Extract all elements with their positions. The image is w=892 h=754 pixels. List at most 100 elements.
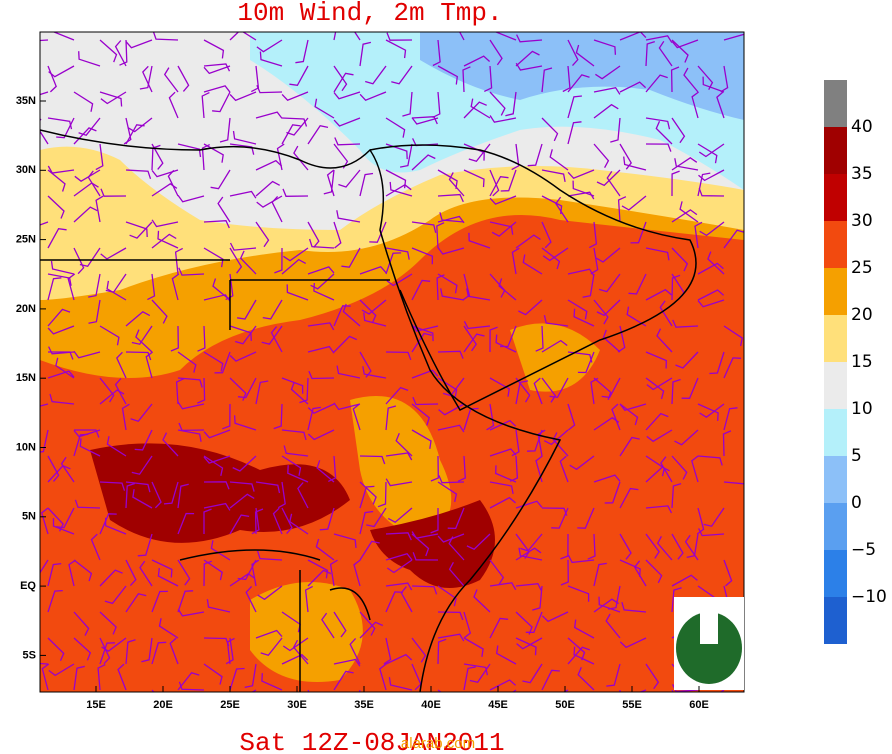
wind-barb [78, 117, 101, 136]
wind-barb [47, 562, 62, 587]
wind-barb [593, 103, 619, 119]
wind-barb [527, 143, 543, 167]
wind-barb [151, 183, 178, 197]
wind-barb [333, 72, 354, 93]
wind-barb [672, 319, 699, 328]
wind-barb [259, 51, 283, 67]
wind-barb [645, 533, 660, 559]
wind-barb [99, 513, 117, 535]
wind-barb [359, 611, 376, 636]
wind-barb [395, 433, 413, 457]
wind-barb [79, 247, 101, 268]
wind-barb [593, 562, 607, 587]
wind-barb [645, 117, 671, 130]
wind-barb [582, 273, 595, 298]
wind-barb [361, 299, 387, 315]
wind-barb [40, 91, 49, 96]
wind-barb [48, 65, 75, 78]
wind-barb [691, 91, 699, 119]
wind-barb [125, 639, 136, 665]
wind-barb [203, 663, 223, 685]
colorbar-swatch [824, 127, 847, 174]
wind-barb [359, 485, 375, 509]
wind-barb [655, 120, 673, 145]
wind-barb [619, 689, 621, 692]
wind-barb [254, 508, 264, 535]
colorbar-label: 10 [851, 399, 873, 419]
wind-barb [151, 169, 179, 178]
wind-barb [151, 590, 168, 613]
wind-barb [229, 143, 255, 155]
wind-barb [256, 39, 283, 53]
wind-barb [596, 169, 621, 187]
wind-barb [645, 74, 668, 93]
wind-barb [359, 455, 386, 465]
wind-barb [606, 663, 621, 687]
wind-barb [543, 429, 569, 446]
wind-barb [307, 429, 335, 441]
wind-barb [203, 85, 231, 93]
wind-barb [307, 266, 335, 275]
wind-barb [141, 637, 153, 663]
wind-barb [55, 507, 75, 529]
wind-barb [114, 40, 127, 67]
wind-barb [560, 559, 569, 586]
wind-barb [697, 143, 718, 164]
wind-barb [257, 585, 283, 601]
wind-barb [225, 637, 234, 665]
wind-barb [697, 403, 719, 421]
lon-label: 25E [220, 699, 240, 711]
wind-barb [125, 482, 136, 509]
wind-barb [307, 559, 329, 579]
wind-barb [359, 510, 374, 535]
wind-barb [255, 180, 281, 197]
wind-barb [99, 481, 126, 491]
wind-barb [74, 429, 100, 438]
wind-barb [671, 689, 674, 692]
wind-barb [286, 284, 309, 301]
wind-barb [104, 585, 127, 605]
wind-barb [646, 377, 673, 391]
wind-barb [645, 377, 665, 400]
wind-barb [307, 403, 335, 414]
lat-label: 5S [23, 649, 36, 661]
wind-barb [333, 32, 337, 41]
wind-barb [411, 324, 439, 332]
wind-barb [178, 267, 205, 276]
wind-barb [99, 569, 123, 587]
wind-barb [386, 273, 413, 287]
wind-barb [177, 401, 205, 410]
wind-barb [47, 308, 71, 327]
wind-barb [522, 663, 543, 684]
wind-barb [437, 585, 457, 607]
wind-barb [385, 478, 413, 487]
wind-barb [385, 552, 413, 561]
wind-barb [593, 39, 617, 55]
wind-barb [619, 487, 639, 509]
wind-barb [515, 377, 531, 403]
colorbar-swatch [824, 268, 847, 315]
wind-barb [383, 637, 392, 665]
wind-barb [334, 137, 361, 146]
wind-barb [40, 662, 49, 665]
wind-barb [157, 567, 179, 587]
wind-barb [437, 65, 459, 85]
wind-barb [333, 402, 361, 411]
wind-barb [307, 689, 310, 692]
wind-barb [551, 507, 569, 529]
wind-barb [40, 39, 49, 42]
wind-barb [438, 403, 465, 416]
colorbar-swatch [824, 550, 847, 597]
wind-barb [691, 455, 699, 483]
wind-barb [135, 329, 153, 353]
wind-barb [177, 671, 200, 691]
wind-barb [572, 180, 595, 197]
wind-barb [203, 502, 231, 511]
wind-barb [598, 273, 621, 293]
map-frame [39, 31, 745, 693]
wind-barb [281, 124, 301, 145]
wind-barb [679, 201, 699, 223]
coastline [40, 129, 697, 692]
wind-barb [516, 34, 543, 43]
wind-barb [47, 455, 60, 482]
